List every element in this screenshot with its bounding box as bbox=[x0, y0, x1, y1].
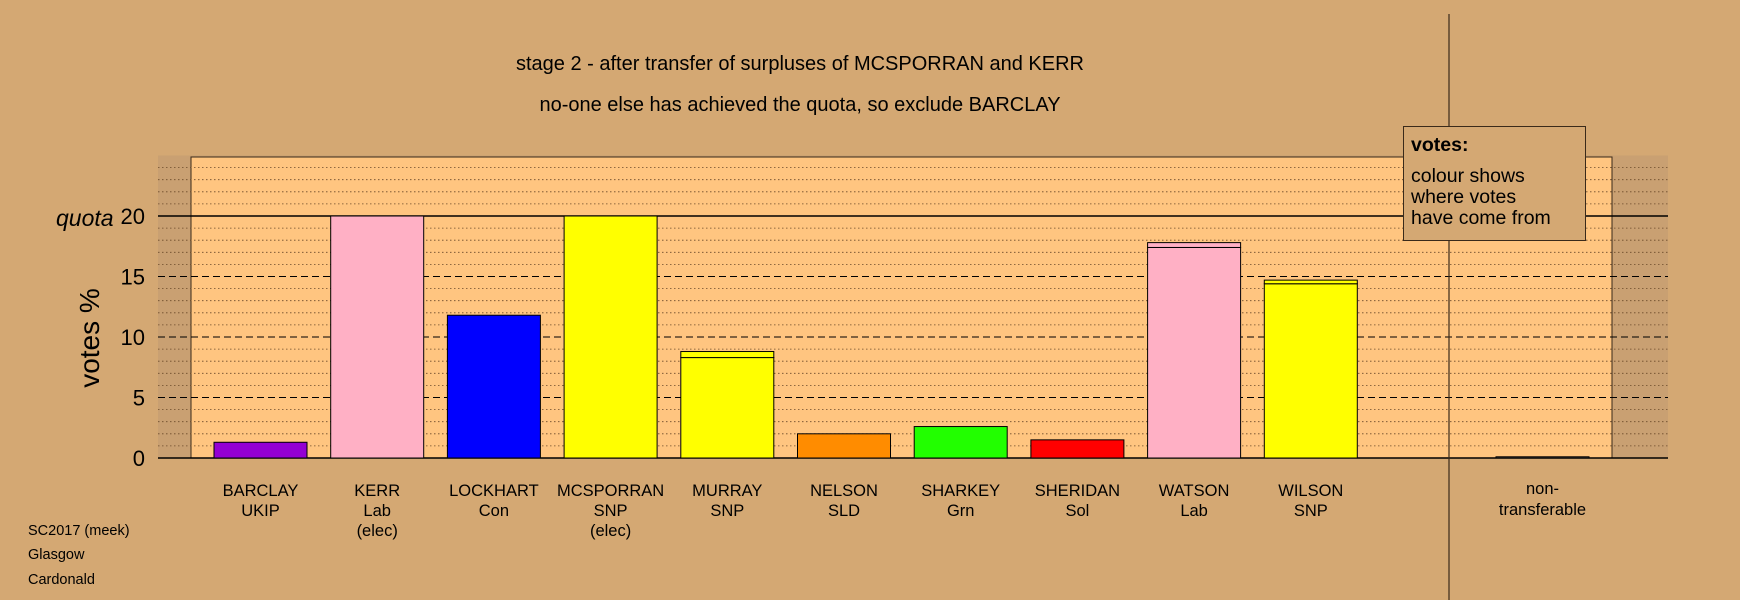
x-tick-label: MURRAY bbox=[692, 482, 762, 500]
nontransferable-label: transferable bbox=[1499, 501, 1586, 519]
bars bbox=[213, 215, 1590, 459]
bar-segment bbox=[1147, 246, 1242, 459]
footer-line: SC2017 (meek) bbox=[28, 523, 130, 539]
x-tick-label: WILSON bbox=[1278, 482, 1343, 500]
x-tick-label: SHERIDAN bbox=[1035, 482, 1120, 500]
chart-subtitle: no-one else has achieved the quota, so e… bbox=[539, 94, 1061, 116]
legend-line: have come from bbox=[1411, 207, 1551, 229]
quota-label: quota bbox=[56, 205, 114, 231]
plot-area bbox=[190, 156, 1613, 459]
y-tick-label: 10 bbox=[121, 325, 145, 350]
bar-segment bbox=[680, 357, 775, 459]
legend-line: where votes bbox=[1411, 186, 1517, 208]
y-tick-label: 0 bbox=[133, 446, 145, 471]
x-tick-label: LOCKHART bbox=[449, 482, 539, 500]
legend-line: colour shows bbox=[1411, 165, 1525, 187]
x-tick-label: SNP bbox=[710, 502, 744, 520]
footer-line: Glasgow bbox=[28, 547, 85, 563]
chart-title: stage 2 - after transfer of surpluses of… bbox=[516, 53, 1084, 75]
bar-segment bbox=[913, 426, 1008, 459]
x-tick-label: WATSON bbox=[1159, 482, 1230, 500]
x-tick-label: UKIP bbox=[241, 502, 280, 520]
labels: 0 5 10 15 20 BARCLAY UKIP KERR Lab (elec) LOCKHART… bbox=[121, 204, 1587, 540]
legend: votes: colour shows where votes have com… bbox=[1403, 126, 1586, 241]
x-tick-label: SNP bbox=[594, 502, 628, 520]
x-tick-label: KERR bbox=[354, 482, 400, 500]
bar-segment bbox=[446, 314, 541, 459]
x-tick-label: SHARKEY bbox=[921, 482, 1000, 500]
y-tick-label: 20 bbox=[121, 204, 145, 229]
x-tick-label: Lab bbox=[1180, 502, 1208, 520]
x-tick-label: SNP bbox=[1294, 502, 1328, 520]
bar-segment bbox=[330, 215, 425, 459]
y-tick-label: 5 bbox=[133, 386, 145, 411]
legend-title: votes: bbox=[1411, 134, 1469, 156]
bar-segment bbox=[563, 215, 658, 459]
bar-segment bbox=[680, 351, 775, 359]
x-tick-label: Sol bbox=[1065, 502, 1089, 520]
bar-segment bbox=[797, 433, 891, 459]
x-tick-label: (elec) bbox=[590, 522, 631, 540]
bar-segment bbox=[1030, 439, 1125, 459]
bar-segment bbox=[213, 441, 308, 459]
x-tick-label: BARCLAY bbox=[223, 482, 299, 500]
nontransferable-label: non- bbox=[1526, 480, 1559, 498]
nontransferable-bar bbox=[1495, 456, 1590, 459]
x-tick-label: NELSON bbox=[810, 482, 878, 500]
x-tick-label: Lab bbox=[363, 502, 391, 520]
bar-segment bbox=[1263, 279, 1358, 285]
x-tick-label: SLD bbox=[828, 502, 860, 520]
x-tick-label: Grn bbox=[947, 502, 975, 520]
bar-segment bbox=[1263, 283, 1358, 459]
y-axis-label: votes % bbox=[74, 288, 105, 388]
x-tick-label: (elec) bbox=[357, 522, 398, 540]
x-tick-label: Con bbox=[479, 502, 509, 520]
x-tick-label: MCSPORRAN bbox=[557, 482, 664, 500]
y-tick-label: 15 bbox=[121, 265, 145, 290]
footer-line: Cardonald bbox=[28, 572, 95, 588]
bar-segment bbox=[1147, 242, 1242, 248]
